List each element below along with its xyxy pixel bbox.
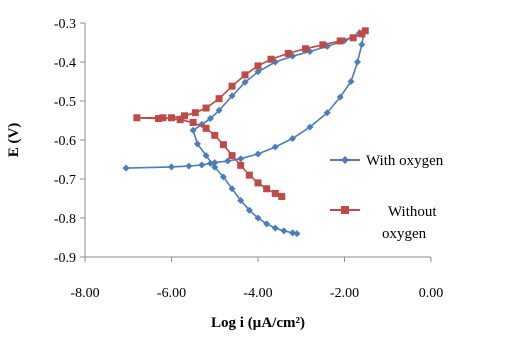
- x-tick-label: -6.00: [157, 286, 186, 301]
- data-point-with-oxygen: [254, 150, 262, 158]
- legend: With oxygen Without oxygen: [330, 153, 444, 242]
- data-point-without-oxygen: [254, 62, 262, 70]
- data-point-with-oxygen: [241, 78, 249, 86]
- y-tick-label: -0.8: [54, 212, 76, 227]
- legend-label-without-oxygen-line2: oxygen: [382, 226, 427, 242]
- y-ticks: -0.3 -0.4 -0.5 -0.6 -0.7 -0.8 -0.9: [54, 17, 85, 266]
- data-point-with-oxygen: [228, 92, 236, 100]
- data-point-without-oxygen: [191, 109, 199, 117]
- data-point-without-oxygen: [263, 185, 271, 193]
- y-tick-label: -0.9: [54, 251, 76, 266]
- data-point-with-oxygen: [202, 152, 210, 160]
- data-point-without-oxygen: [349, 34, 357, 42]
- data-point-without-oxygen: [278, 193, 286, 201]
- data-point-with-oxygen: [358, 40, 366, 48]
- data-point-without-oxygen: [302, 45, 310, 53]
- data-point-without-oxygen: [159, 114, 167, 122]
- data-point-with-oxygen: [289, 229, 297, 237]
- x-ticks: -8.00 -6.00 -4.00 -2.00 0.00: [70, 257, 443, 301]
- data-point-with-oxygen: [185, 162, 193, 170]
- data-point-with-oxygen: [189, 126, 197, 134]
- data-point-with-oxygen: [323, 109, 331, 117]
- legend-marker-without-oxygen: [341, 206, 349, 214]
- legend-label-with-oxygen: With oxygen: [366, 153, 444, 169]
- data-point-with-oxygen: [254, 214, 262, 222]
- data-point-with-oxygen: [168, 163, 175, 171]
- data-point-without-oxygen: [319, 41, 327, 49]
- series-line-with-oxygen: [126, 30, 365, 235]
- data-point-with-oxygen: [228, 185, 236, 193]
- data-point-without-oxygen: [215, 95, 223, 103]
- data-point-without-oxygen: [155, 115, 163, 123]
- data-point-with-oxygen: [198, 161, 206, 169]
- data-point-without-oxygen: [254, 179, 262, 187]
- data-point-with-oxygen: [245, 206, 253, 214]
- data-point-without-oxygen: [211, 131, 219, 139]
- y-axis-title: E (V): [6, 123, 22, 158]
- data-point-without-oxygen: [358, 30, 366, 38]
- legend-marker-with-oxygen: [341, 156, 349, 164]
- y-tick-label: -0.3: [54, 17, 76, 32]
- data-point-with-oxygen: [254, 68, 262, 76]
- data-point-without-oxygen: [176, 116, 184, 124]
- x-tick-label: -2.00: [330, 286, 359, 301]
- data-point-with-oxygen: [289, 134, 297, 142]
- x-tick-label: -8.00: [70, 286, 99, 301]
- data-point-with-oxygen: [215, 106, 223, 114]
- y-tick-label: -0.5: [54, 95, 76, 110]
- data-point-without-oxygen: [189, 118, 197, 126]
- data-point-without-oxygen: [202, 124, 210, 132]
- data-point-with-oxygen: [293, 230, 301, 238]
- data-point-without-oxygen: [267, 55, 275, 63]
- data-point-with-oxygen: [237, 155, 245, 163]
- data-point-with-oxygen: [211, 159, 219, 167]
- data-point-with-oxygen: [306, 123, 314, 131]
- data-point-without-oxygen: [168, 114, 175, 122]
- data-point-without-oxygen: [237, 161, 245, 169]
- x-tick-label: -4.00: [243, 286, 272, 301]
- x-tick-label: 0.00: [419, 286, 444, 301]
- data-point-without-oxygen: [219, 141, 227, 149]
- data-point-with-oxygen: [353, 58, 361, 66]
- data-point-with-oxygen: [193, 140, 201, 148]
- legend-label-without-oxygen-line1: Without: [388, 204, 437, 220]
- data-point-with-oxygen: [206, 159, 214, 167]
- series-layer: [122, 27, 369, 238]
- data-point-without-oxygen: [271, 189, 279, 197]
- data-point-with-oxygen: [206, 115, 214, 123]
- data-point-with-oxygen: [347, 78, 355, 85]
- data-point-with-oxygen: [280, 227, 288, 235]
- y-tick-label: -0.6: [54, 134, 76, 149]
- legend-label-without-oxygen: Without oxygen: [382, 204, 440, 242]
- data-point-without-oxygen: [336, 37, 344, 45]
- x-axis-title: Log i (µA/cm²): [211, 315, 305, 331]
- axes: [84, 23, 431, 258]
- data-point-without-oxygen: [284, 49, 292, 57]
- data-point-with-oxygen: [122, 164, 130, 172]
- data-point-with-oxygen: [211, 163, 219, 171]
- data-point-without-oxygen: [133, 114, 141, 122]
- data-point-with-oxygen: [224, 157, 232, 165]
- y-tick-label: -0.4: [54, 56, 76, 71]
- data-point-with-oxygen: [271, 224, 279, 232]
- data-point-without-oxygen: [245, 171, 253, 179]
- data-point-without-oxygen: [228, 152, 236, 160]
- data-point-without-oxygen: [241, 71, 249, 79]
- data-point-with-oxygen: [263, 220, 271, 228]
- y-tick-label: -0.7: [54, 173, 76, 188]
- data-point-with-oxygen: [237, 196, 245, 204]
- data-point-with-oxygen: [336, 93, 344, 101]
- data-point-with-oxygen: [271, 143, 279, 151]
- data-point-without-oxygen: [180, 112, 188, 120]
- data-point-without-oxygen: [202, 104, 210, 112]
- data-point-with-oxygen: [219, 173, 227, 181]
- data-point-without-oxygen: [228, 82, 236, 90]
